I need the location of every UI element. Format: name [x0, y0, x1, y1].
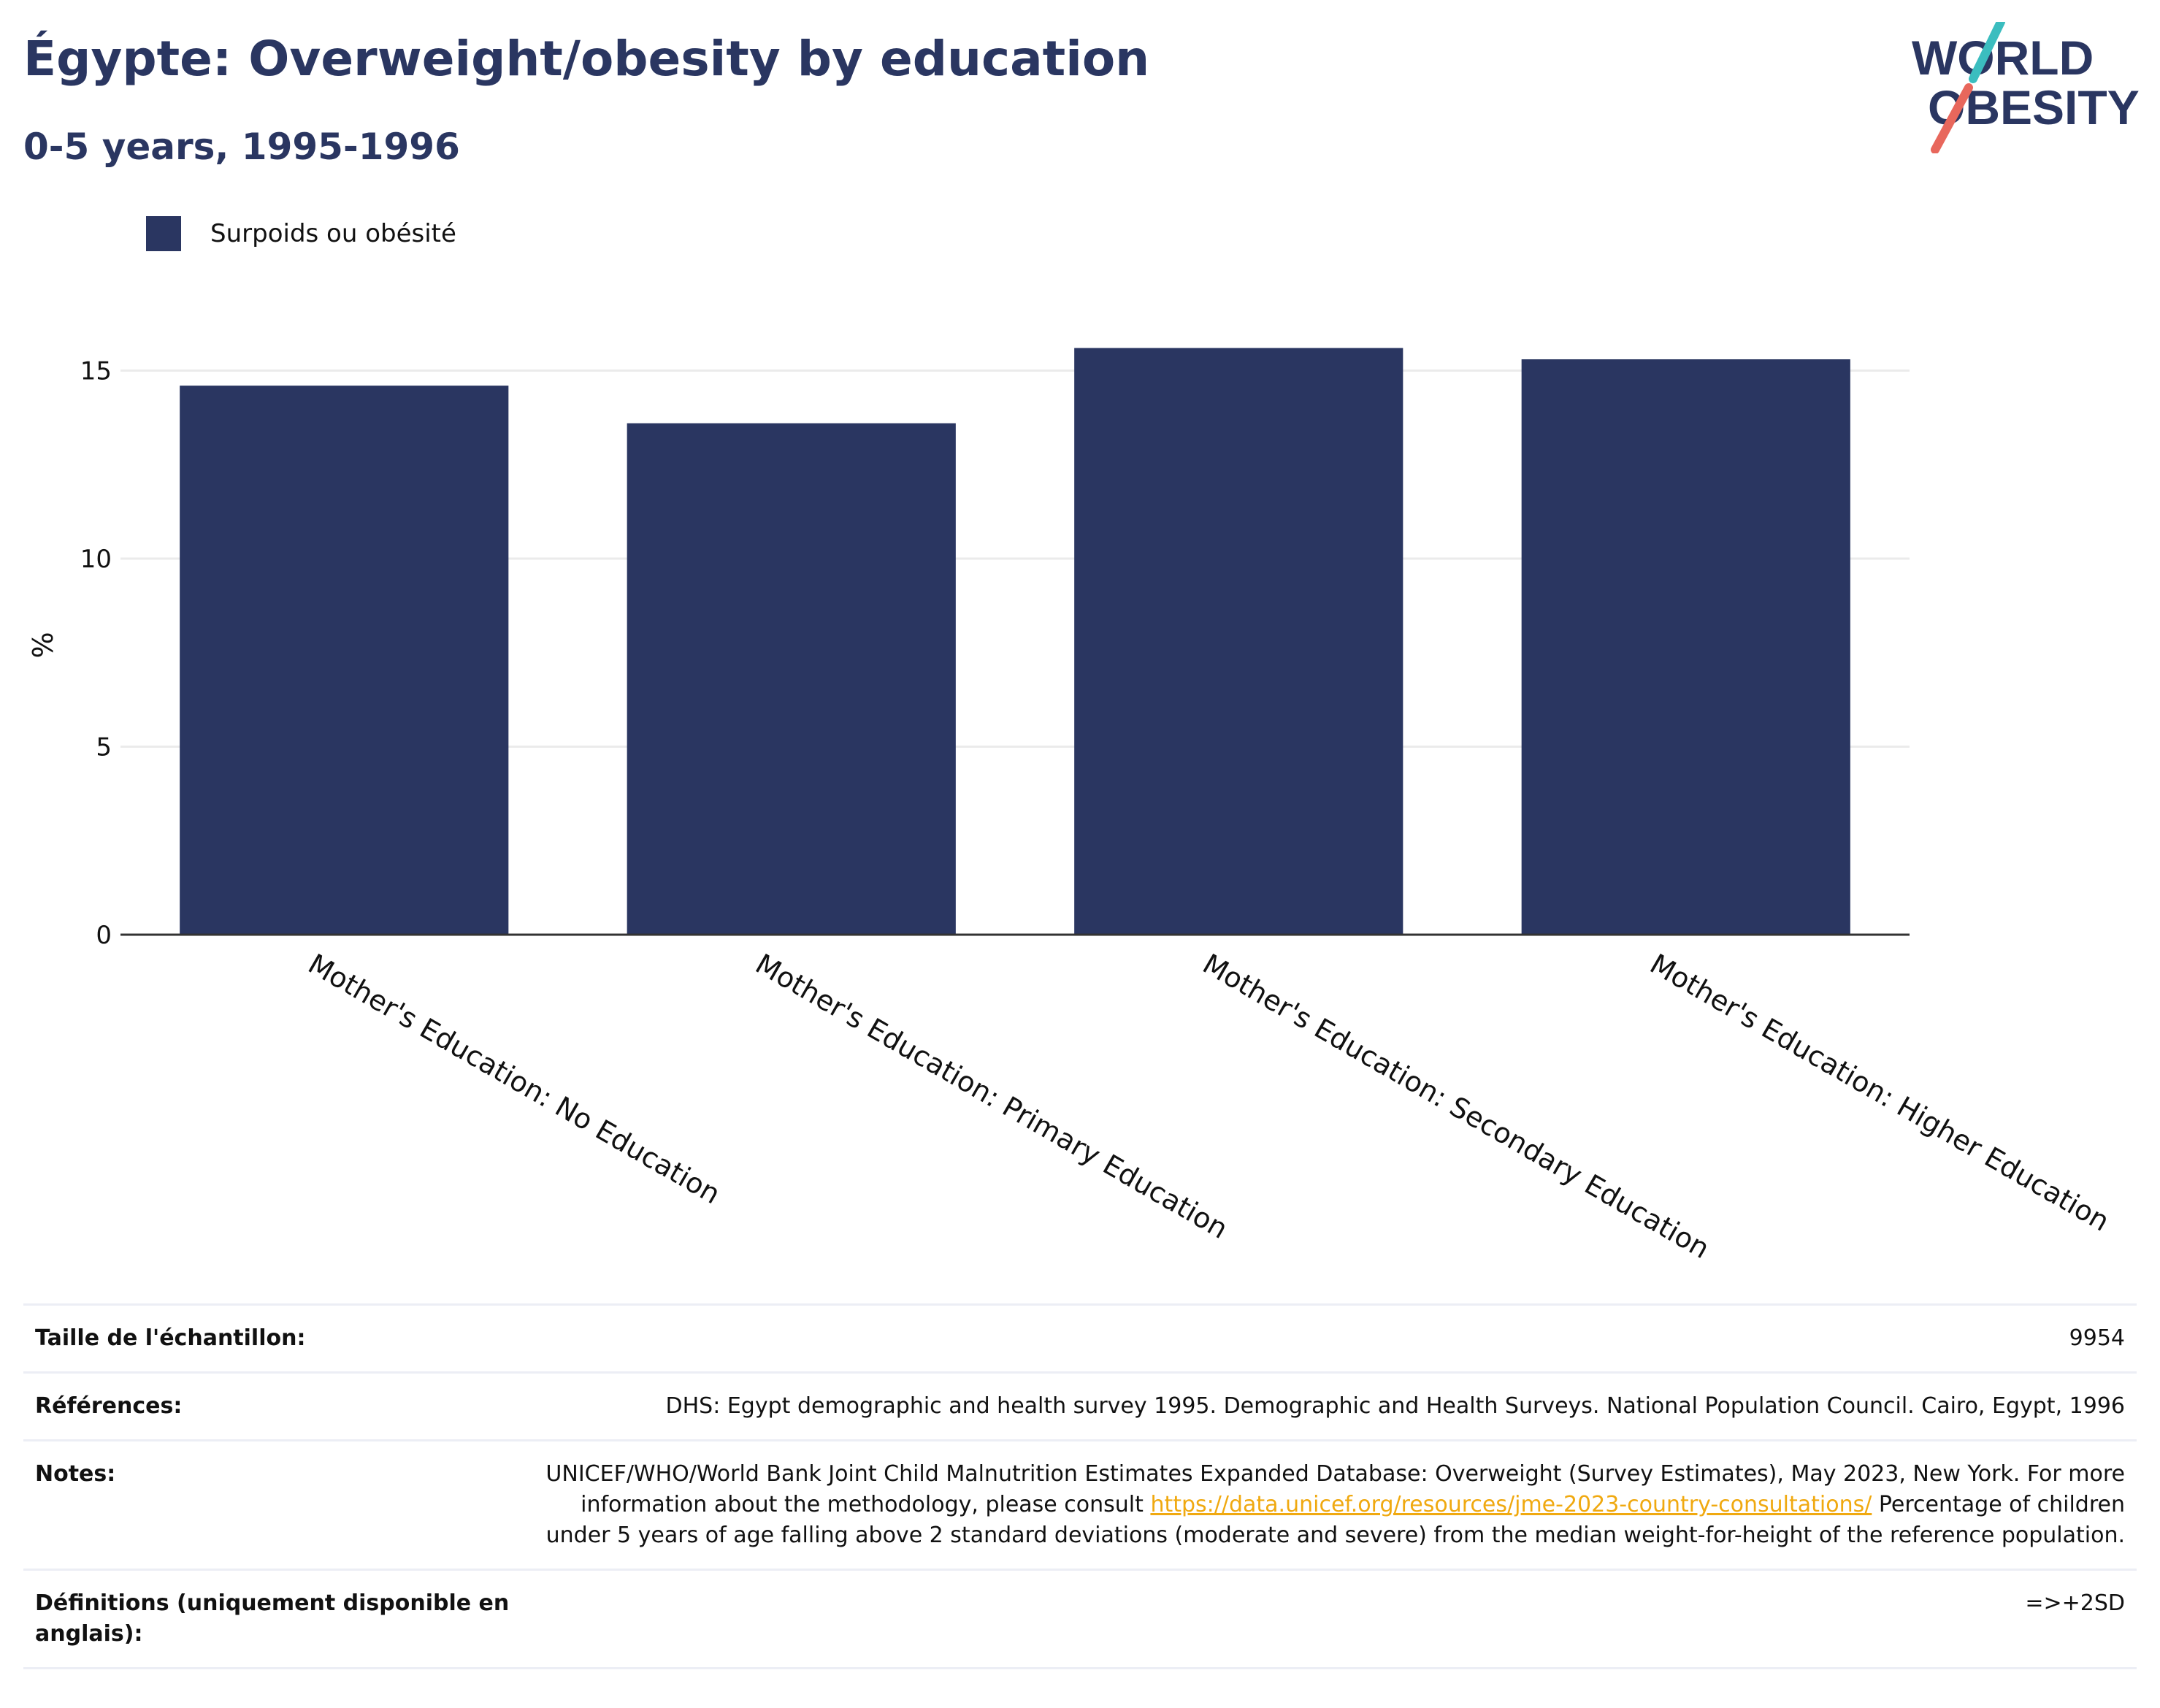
logo-line1: WORLD [1912, 31, 2094, 85]
sample-size-label: Taille de l'échantillon: [35, 1325, 306, 1351]
y-tick-label: 5 [96, 733, 112, 762]
x-tick-label: Mother's Education: Higher Education [1644, 948, 2115, 1238]
logo-slash-teal [1969, 22, 2005, 83]
info-row-notes: Notes: UNICEF/WHO/World Bank Joint Child… [23, 1439, 2137, 1569]
x-tick-label: Mother's Education: No Education [303, 948, 726, 1211]
y-axis-label: % [27, 632, 59, 658]
bar [1074, 348, 1403, 935]
y-tick-label: 0 [96, 921, 112, 950]
legend-label: Surpoids ou obésité [210, 219, 456, 248]
logo-slash-coral [1931, 83, 1973, 153]
chart-subtitle: 0-5 years, 1995-1996 [23, 126, 460, 168]
info-table: Taille de l'échantillon: 9954 Références… [23, 1303, 2137, 1669]
sample-size-value: 9954 [2069, 1325, 2125, 1351]
info-row-definitions: Définitions (uniquement disponible en an… [23, 1569, 2137, 1669]
references-label: Références: [35, 1393, 183, 1419]
info-row-sample-size: Taille de l'échantillon: 9954 [23, 1303, 2137, 1371]
chart-title: Égypte: Overweight/obesity by education [23, 31, 1150, 87]
notes-link[interactable]: https://data.unicef.org/resources/jme-20… [1150, 1492, 1872, 1517]
definitions-label: Définitions (uniquement disponible en an… [35, 1590, 510, 1647]
x-tick-label: Mother's Education: Secondary Education [1198, 948, 1715, 1265]
y-tick-label: 15 [80, 357, 112, 386]
world-obesity-logo: WORLD OBESITY [1912, 22, 2140, 153]
y-tick-label: 10 [80, 545, 112, 574]
bar [627, 423, 956, 935]
legend-swatch [146, 216, 181, 251]
bar [1521, 359, 1850, 935]
notes-text-after: Percentage of children under 5 years of … [545, 1492, 2125, 1548]
notes-label: Notes: [35, 1461, 116, 1487]
notes-value: UNICEF/WHO/World Bank Joint Child Malnut… [532, 1459, 2125, 1551]
definitions-value: =>+2SD [2025, 1590, 2125, 1616]
notes-text-before: UNICEF/WHO/World Bank Joint Child Malnut… [545, 1461, 2125, 1517]
x-tick-label: Mother's Education: Primary Education [750, 948, 1233, 1245]
bar [180, 386, 509, 935]
info-row-references: Références: DHS: Egypt demographic and h… [23, 1371, 2137, 1439]
references-value: DHS: Egypt demographic and health survey… [665, 1393, 2126, 1419]
legend[interactable]: Surpoids ou obésité [146, 216, 456, 251]
